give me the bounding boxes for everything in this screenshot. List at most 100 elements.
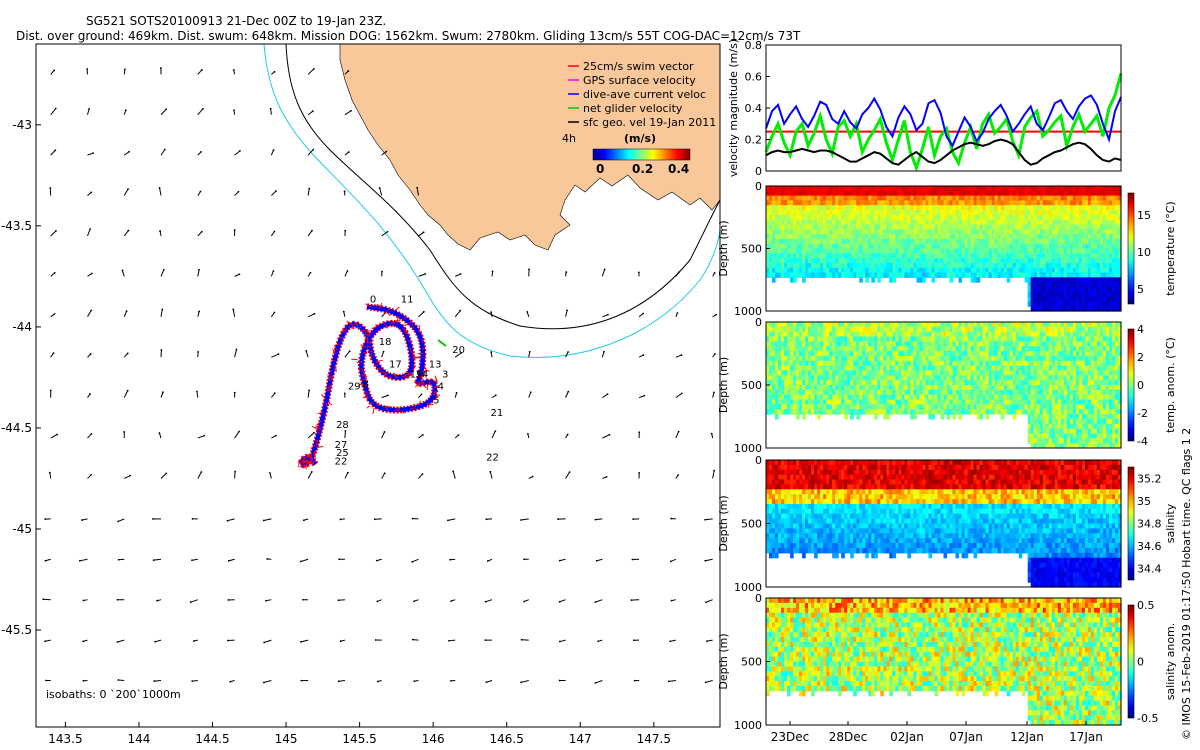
velocity-arrow-head: [125, 310, 128, 313]
section-y-tick-label: 1000: [734, 442, 762, 455]
velocity-arrow-head: [642, 354, 645, 356]
velocity-arrow-head: [273, 230, 276, 233]
velocity-arrow: [381, 431, 385, 439]
swim-vector: [304, 453, 310, 457]
legend-label: net glider velocity: [583, 102, 683, 115]
swim-vector: [333, 345, 338, 351]
velocity-arrow-head: [421, 433, 424, 436]
day-label: 27: [335, 440, 348, 451]
velocity-panel-bg: [766, 45, 1121, 171]
velocity-arrow: [601, 351, 605, 358]
velocity-arrow-head: [344, 229, 347, 232]
swim-vector: [327, 401, 333, 406]
velocity-arrow-head: [45, 679, 47, 682]
velocity-arrow: [675, 392, 683, 399]
velocity-arrow: [418, 273, 426, 277]
swim-vector: [315, 425, 320, 428]
velocity-arrow: [197, 471, 202, 479]
velocity-arrow-head: [54, 149, 57, 152]
velocity-arrow-head: [337, 599, 340, 602]
velocity-arrow-head: [305, 349, 308, 352]
velocity-arrow-head: [192, 640, 195, 642]
section-y-tick-label: 500: [741, 656, 762, 669]
section-y-tick-label: 0: [755, 454, 762, 467]
velocity-arrow-head: [494, 430, 497, 433]
swim-vector: [372, 407, 375, 415]
velocity-arrow: [454, 310, 461, 318]
swim-vector: [366, 333, 371, 337]
velocity-arrow-head: [269, 472, 271, 474]
swim-vector: [331, 359, 336, 362]
velocity-arrow-head: [490, 351, 493, 354]
velocity-arrow-head: [90, 474, 92, 476]
velocity-arrow-head: [158, 187, 161, 189]
velocity-arrow: [381, 231, 388, 237]
velocity-arrow-head: [129, 474, 131, 477]
velocity-arrow-head: [127, 229, 130, 232]
swim-vector: [433, 392, 436, 396]
swim-vector: [317, 430, 320, 435]
velocity-arrow-head: [116, 598, 119, 601]
swim-vector: [413, 354, 416, 358]
swim-vector: [395, 319, 401, 323]
dive-ave-current-series: [765, 94, 1122, 148]
velocity-arrow: [49, 472, 52, 479]
velocity-arrow-head: [557, 518, 559, 520]
velocity-arrow-head: [566, 433, 569, 436]
day-label: 8: [363, 380, 369, 391]
velocity-arrow-head: [375, 559, 378, 562]
velocity-arrow-head: [459, 309, 462, 312]
velocity-arrow-head: [90, 272, 93, 275]
swim-vector: [434, 375, 438, 382]
velocity-arrow-head: [300, 641, 302, 643]
velocity-arrow: [712, 470, 715, 479]
map-y-tick-label: -43.5: [1, 219, 32, 233]
velocity-arrow-head: [344, 430, 347, 432]
swim-vector: [359, 383, 365, 386]
colorbar-tick-label: 35: [1137, 495, 1151, 508]
velocity-arrow-head: [376, 600, 379, 603]
velocity-arrow: [381, 394, 389, 399]
velocity-arrow: [521, 680, 529, 683]
swim-vector: [394, 306, 400, 311]
swim-vector: [366, 345, 372, 348]
section-y-tick-label: 500: [741, 379, 762, 392]
velocity-arrow-head: [55, 229, 57, 232]
day-label: 14: [416, 369, 429, 380]
velocity-arrow-head: [520, 519, 523, 521]
swim-vector: [323, 413, 327, 417]
section-ylabel: Depth (m): [717, 357, 730, 413]
velocity-arrow-head: [606, 393, 609, 396]
time-tick-label: 23Dec: [771, 730, 810, 744]
velocity-arrow-head: [196, 390, 198, 393]
velocity-arrow: [160, 108, 167, 116]
velocity-arrow: [559, 639, 566, 643]
swim-vector: [312, 460, 315, 465]
velocity-arrow-head: [713, 391, 715, 394]
swim-vector: [315, 440, 319, 447]
velocity-arrow-head: [262, 681, 265, 684]
velocity-arrow-head: [565, 271, 568, 273]
velocity-arrow-head: [200, 150, 202, 153]
velocity-arrow-head: [153, 680, 156, 682]
velocity-arrow: [154, 680, 162, 682]
velocity-arrow-head: [162, 268, 165, 271]
velocity-arrow-head: [159, 67, 162, 69]
swim-vector: [318, 427, 323, 431]
velocity-arrow-head: [373, 518, 376, 521]
velocity-arrow-head: [529, 391, 532, 394]
velocity-arrow-head: [566, 309, 569, 312]
isobath-200: [285, 44, 720, 330]
velocity-arrow: [121, 270, 125, 277]
velocity-arrow-head: [239, 150, 241, 152]
speed-colorbar: [592, 148, 691, 161]
velocity-arrow-head: [56, 433, 59, 436]
swim-vector: [369, 339, 374, 344]
swim-vector: [356, 361, 363, 364]
velocity-arrow-head: [227, 559, 230, 562]
velocity-arrow: [675, 431, 680, 439]
velocity-arrow: [234, 191, 239, 196]
velocity-arrow-head: [633, 679, 636, 682]
velocity-arrow-head: [411, 517, 414, 520]
